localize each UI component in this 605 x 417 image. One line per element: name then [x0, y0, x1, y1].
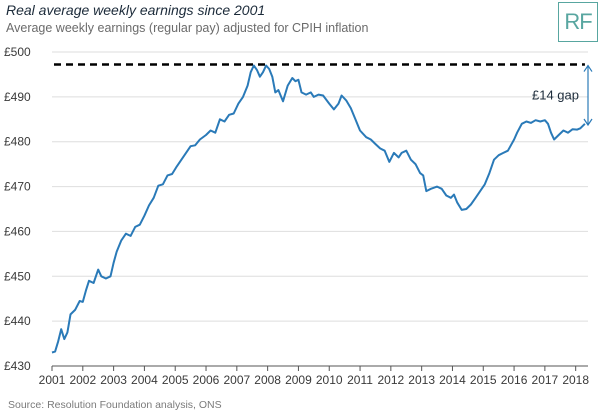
x-tick-label: 2004 — [131, 373, 158, 387]
gap-label: £14 gap — [532, 87, 579, 102]
x-tick-label: 2006 — [193, 373, 220, 387]
x-tick-label: 2002 — [69, 373, 96, 387]
y-tick-label: £450 — [4, 269, 31, 283]
x-tick-label: 2013 — [408, 373, 435, 387]
x-tick-label: 2007 — [223, 373, 250, 387]
line-chart: £430£440£450£460£470£480£490£500 2001 200… — [4, 45, 593, 387]
y-tick-label: £440 — [4, 314, 31, 328]
y-tick-label: £490 — [4, 90, 31, 104]
gridlines — [52, 51, 588, 367]
chart-title: Real average weekly earnings since 2001 — [6, 2, 266, 18]
x-tick-label: 2009 — [285, 373, 312, 387]
series-lines — [51, 64, 586, 354]
x-tick-label: 2015 — [470, 373, 497, 387]
x-tick-label: 2001 — [39, 373, 66, 387]
x-tick-label: 2016 — [501, 373, 528, 387]
x-tick-label: 2005 — [162, 373, 189, 387]
x-axis: 2001 2002 2003 2004 2005 2006 2007 2008 2009 2010… — [39, 365, 589, 387]
x-tick-label: 2003 — [100, 373, 127, 387]
y-tick-label: £500 — [4, 45, 31, 59]
y-axis-ticks: £430 £440 £450 £460 £470 £480 £490 £500 — [4, 45, 31, 373]
x-tick-label: 2012 — [377, 373, 404, 387]
chart-subtitle: Average weekly earnings (regular pay) ad… — [6, 21, 369, 35]
y-tick-label: £430 — [4, 359, 31, 373]
earnings-series-line — [51, 64, 586, 354]
gap-arrow-head-top — [583, 64, 593, 72]
x-tick-label: 2018 — [562, 373, 589, 387]
x-tick-label: 2014 — [439, 373, 466, 387]
x-tick-label: 2010 — [316, 373, 343, 387]
gap-annotation: £14 gap — [532, 64, 593, 127]
source-note: Source: Resolution Foundation analysis, … — [8, 399, 222, 411]
y-tick-label: £460 — [4, 224, 31, 238]
y-tick-label: £480 — [4, 135, 31, 149]
rf-logo: RF — [558, 2, 598, 42]
x-tick-label: 2017 — [532, 373, 559, 387]
y-tick-label: £470 — [4, 180, 31, 194]
x-tick-label: 2008 — [254, 373, 281, 387]
gap-arrow-head-bottom — [583, 118, 593, 127]
x-tick-label: 2011 — [347, 373, 373, 387]
